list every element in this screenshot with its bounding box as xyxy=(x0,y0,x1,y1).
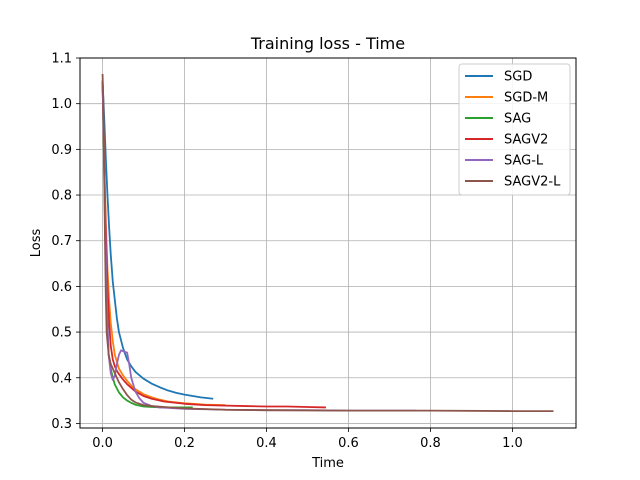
y-axis: 0.3 0.4 0.5 0.6 0.7 0.8 0.9 1.0 1.1 xyxy=(51,52,80,432)
y-tick-label: 0.6 xyxy=(51,280,72,295)
x-tick-label: 0.2 xyxy=(174,436,195,451)
y-tick-label: 0.4 xyxy=(51,371,72,386)
y-tick-label: 0.3 xyxy=(51,417,72,432)
y-tick-label: 1.0 xyxy=(51,97,72,112)
legend-label: SAG-L xyxy=(504,154,544,169)
series-line-sgd xyxy=(101,80,214,400)
legend-label: SAG xyxy=(504,112,531,127)
x-tick-label: 0.6 xyxy=(338,436,359,451)
y-tick-label: 0.8 xyxy=(51,189,72,204)
y-axis-label: Loss xyxy=(29,229,44,258)
legend-label: SAGV2-L xyxy=(504,175,561,190)
series-line-sagv2-l xyxy=(101,73,554,413)
series-line-sagv2 xyxy=(101,80,326,409)
x-tick-label: 1.0 xyxy=(502,436,523,451)
y-tick-label: 0.9 xyxy=(51,143,72,158)
plot-frame xyxy=(79,57,577,429)
legend: SGD SGD-M SAG SAGV2 SAG-L SAGV2-L xyxy=(458,63,571,196)
legend-label: SAGV2 xyxy=(504,133,548,148)
chart-title: Training loss - Time xyxy=(250,34,405,53)
y-tick-label: 1.1 xyxy=(51,52,72,67)
series-line-sgd-m xyxy=(101,80,226,407)
legend-label: SGD xyxy=(504,70,532,85)
x-tick-label: 0.8 xyxy=(420,436,441,451)
y-tick-label: 0.7 xyxy=(51,234,72,249)
series-line-sag-l xyxy=(101,80,417,412)
series-layer xyxy=(101,73,554,413)
x-tick-label: 0.4 xyxy=(256,436,277,451)
x-tick-label: 0.0 xyxy=(92,436,113,451)
y-tick-label: 0.5 xyxy=(51,326,72,341)
legend-label: SGD-M xyxy=(504,91,548,106)
x-axis: 0.0 0.2 0.4 0.6 0.8 1.0 xyxy=(92,428,523,451)
x-axis-label: Time xyxy=(311,456,344,471)
